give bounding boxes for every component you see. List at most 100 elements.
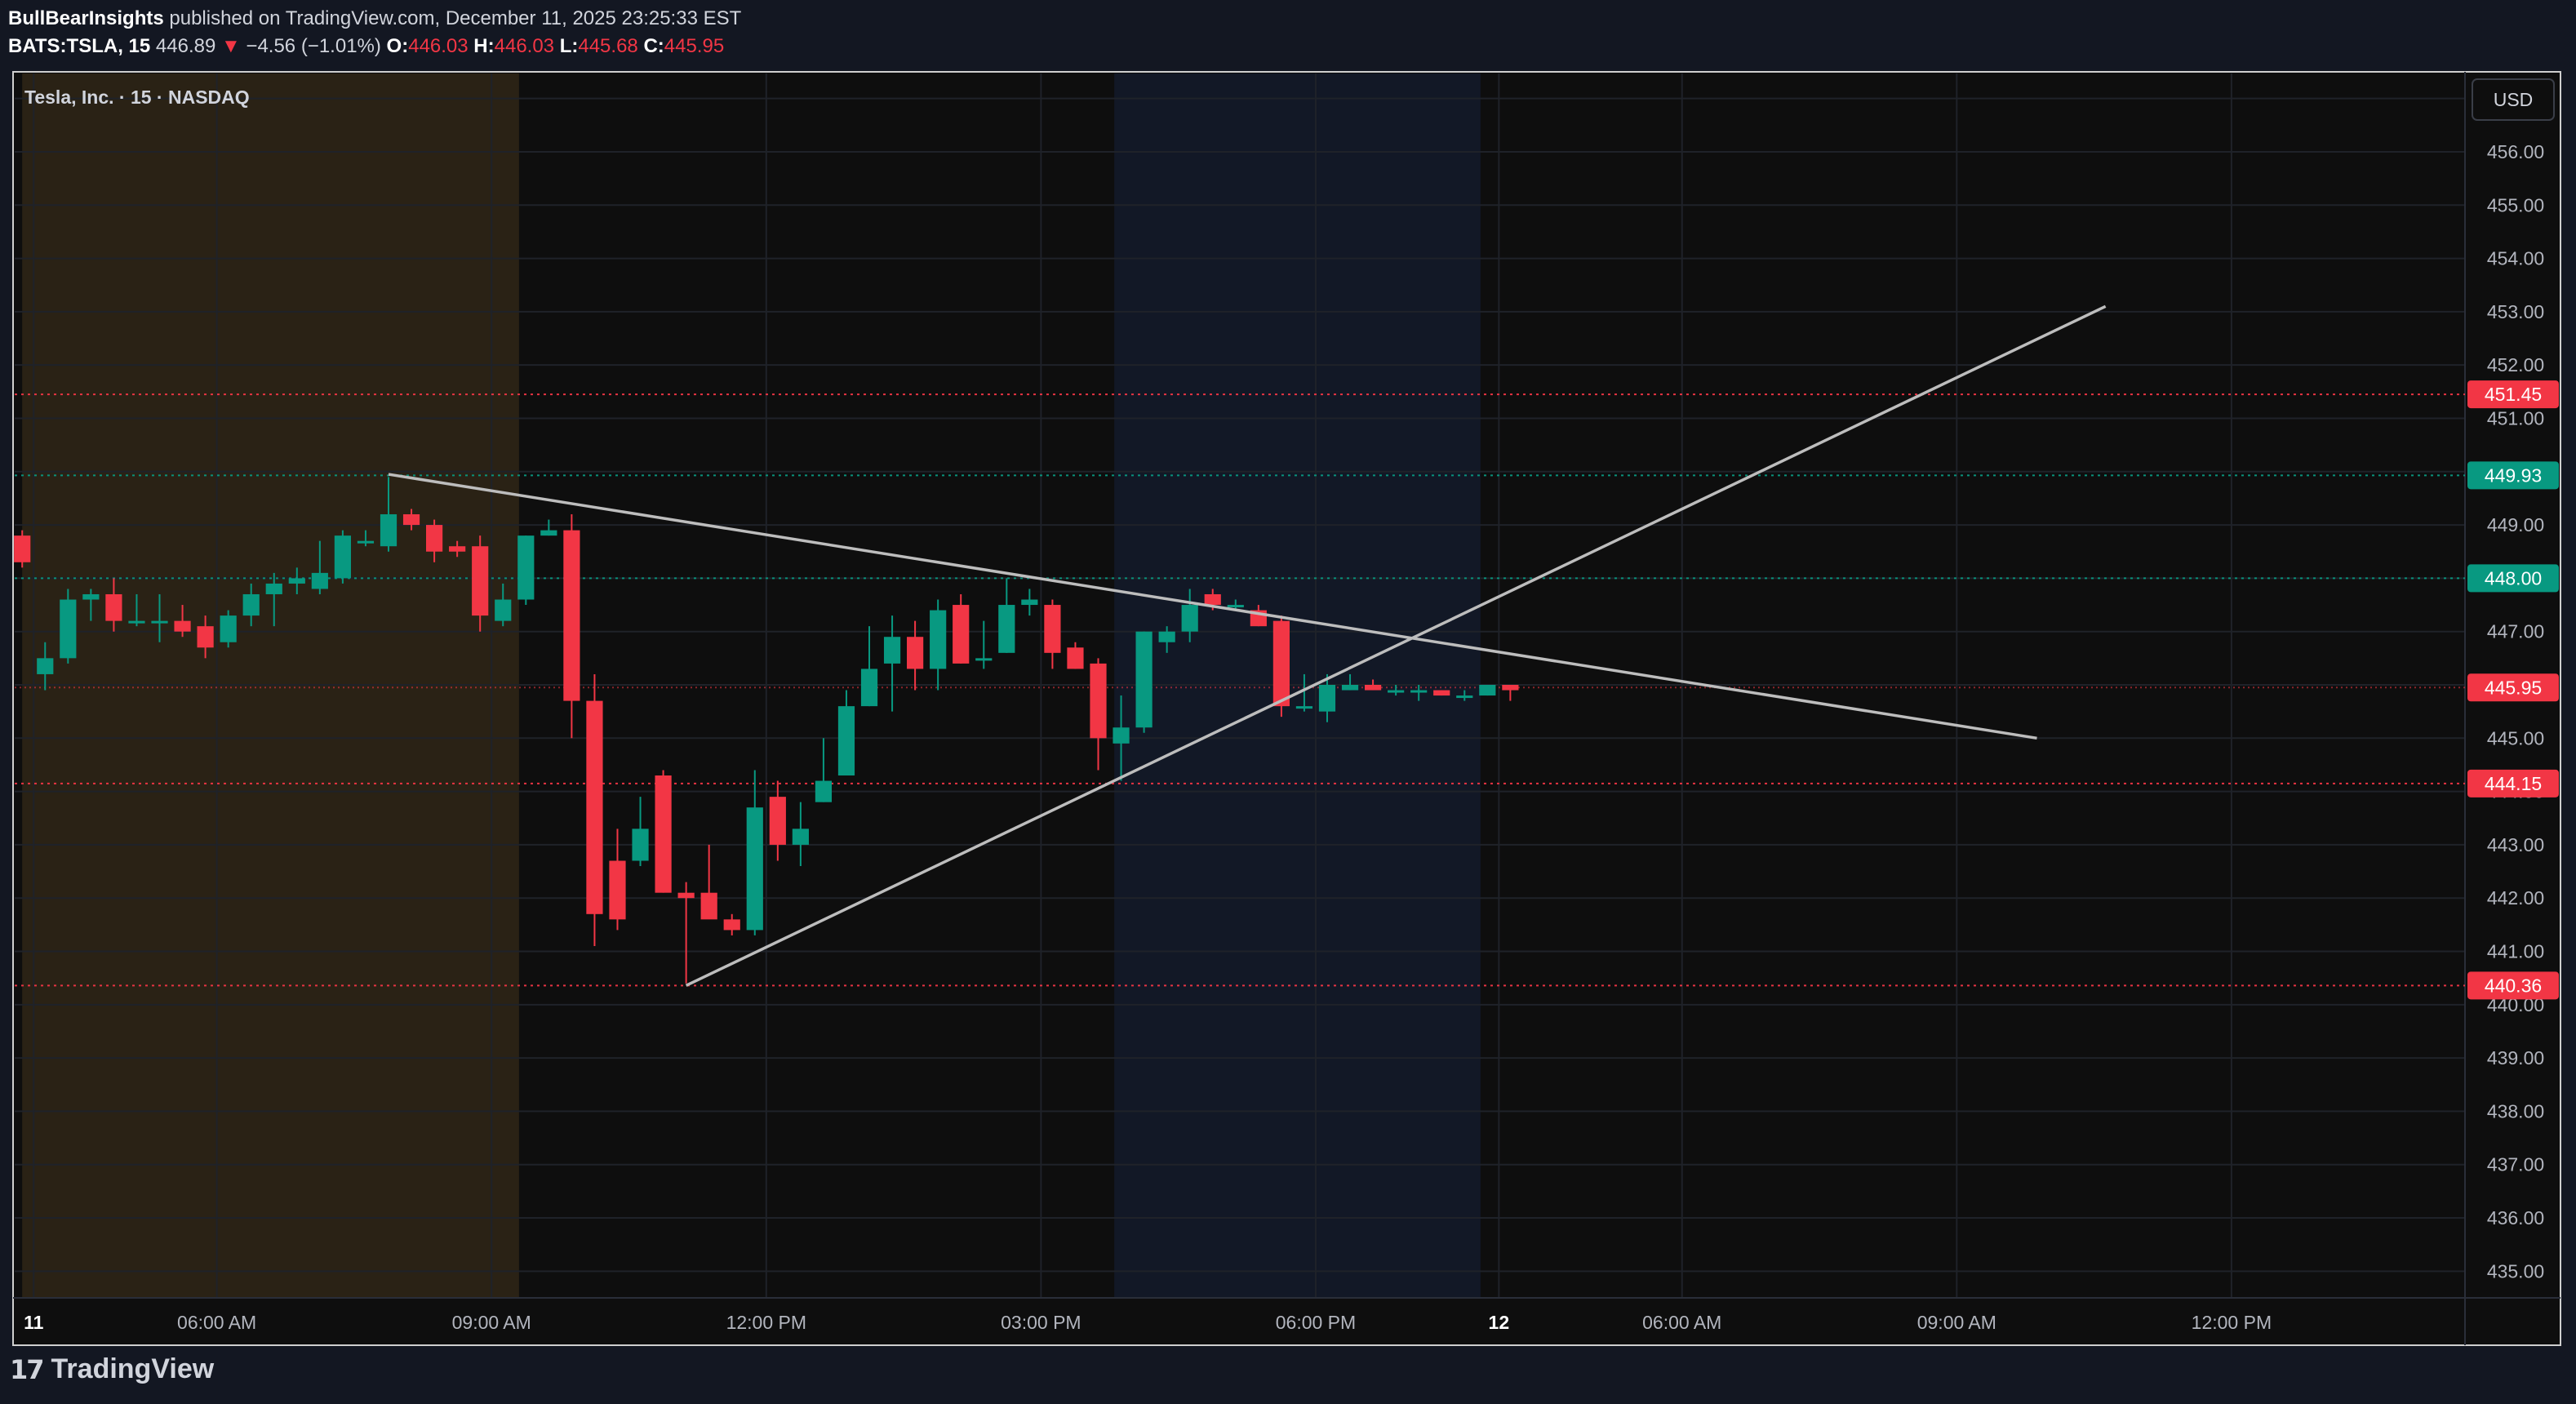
candle-up — [1388, 685, 1405, 696]
candle-down — [425, 519, 443, 562]
publish-info: published on TradingView.com, December 1… — [169, 7, 742, 29]
time-tick-label: 09:00 AM — [452, 1312, 531, 1333]
candle-up — [930, 599, 947, 691]
high-value: 446.03 — [494, 35, 555, 57]
candle-body — [975, 658, 993, 661]
candle-body — [1364, 685, 1382, 691]
candle-down — [907, 620, 924, 691]
candle-up — [311, 540, 328, 594]
candle-body — [60, 599, 77, 659]
candle-body — [1158, 631, 1175, 642]
candle-body — [632, 829, 649, 861]
candle-down — [197, 615, 214, 659]
price-axis[interactable]: 435.00436.00437.00438.00439.00440.00441.… — [2467, 88, 2559, 1282]
candle-body — [265, 583, 282, 594]
candle-body — [907, 637, 924, 669]
candle-body — [1090, 663, 1107, 739]
publish-line: BullBearInsights published on TradingVie… — [8, 5, 741, 33]
candle-body — [1227, 605, 1244, 608]
price-tick-label: 454.00 — [2487, 248, 2544, 269]
candle-down — [700, 844, 717, 920]
candle-body — [37, 658, 54, 674]
high-label: H: — [473, 35, 495, 57]
candle-up — [128, 593, 145, 627]
price-line-label: 451.45 — [2467, 380, 2559, 409]
candle-body — [837, 706, 855, 776]
candle-body — [1181, 605, 1198, 632]
author-name[interactable]: BullBearInsights — [8, 7, 164, 29]
tradingview-logo[interactable]: 𝟭𝟳 TradingView — [10, 1353, 214, 1385]
price-line-label: 448.00 — [2467, 564, 2559, 593]
candle-up — [334, 530, 351, 584]
candle-body — [1272, 620, 1290, 707]
candle-up — [837, 690, 855, 776]
candle-body — [151, 620, 168, 624]
candle-body — [700, 892, 717, 920]
open-value: 446.03 — [408, 35, 469, 57]
candle-body — [609, 860, 626, 920]
candle-body — [883, 637, 901, 664]
trendlines[interactable] — [388, 304, 2107, 987]
candle-up — [540, 519, 557, 536]
candle-up — [632, 797, 649, 867]
candle-down — [1090, 658, 1107, 771]
candle-up — [495, 583, 512, 627]
candle-body — [1410, 690, 1428, 693]
candle-down — [402, 509, 420, 531]
currency-label[interactable]: USD — [2494, 89, 2534, 110]
price-tick-label: 441.00 — [2487, 941, 2544, 962]
price-tick-label: 435.00 — [2487, 1260, 2544, 1282]
candle-down — [1433, 690, 1450, 696]
price-tick-label: 436.00 — [2487, 1207, 2544, 1228]
price-label-bg — [2467, 461, 2559, 490]
candle-up — [815, 738, 833, 802]
candle-body — [930, 610, 947, 669]
price-label-text: 445.95 — [2485, 677, 2542, 698]
candle-body — [288, 578, 305, 584]
candle-down — [655, 770, 672, 893]
time-tick-label: 06:00 AM — [177, 1312, 256, 1333]
candle-up — [242, 583, 260, 627]
candle-down — [609, 829, 626, 931]
candle-body — [14, 535, 31, 562]
candle-up — [82, 589, 100, 621]
candle-body — [311, 572, 328, 589]
time-tick-label: 06:00 PM — [1276, 1312, 1356, 1333]
candle-body — [82, 593, 100, 600]
time-tick-label: 12:00 PM — [726, 1312, 806, 1333]
open-label: O: — [386, 35, 409, 57]
candle-body — [357, 540, 375, 544]
candle-up — [998, 578, 1015, 653]
price-line-label: 449.93 — [2467, 461, 2559, 490]
candle-body — [860, 669, 878, 707]
trendline[interactable] — [388, 473, 2037, 740]
candle-up — [288, 567, 305, 594]
price-label-text: 449.93 — [2485, 464, 2542, 486]
price-tick-label: 437.00 — [2487, 1154, 2544, 1175]
close-value: 445.95 — [664, 35, 725, 57]
price-label-bg — [2467, 564, 2559, 593]
change-down-icon: ▼ — [220, 35, 241, 57]
trendline[interactable] — [685, 304, 2107, 987]
price-tick-label: 439.00 — [2487, 1047, 2544, 1069]
candle-up — [1181, 589, 1198, 642]
candle-down — [953, 593, 970, 664]
chart-legend-title: Tesla, Inc. · 15 · NASDAQ — [24, 87, 250, 108]
candle-up — [220, 610, 237, 648]
candle-body — [220, 615, 237, 642]
candle-body — [1433, 690, 1450, 696]
price-tick-label: 438.00 — [2487, 1100, 2544, 1122]
candle-up — [792, 802, 809, 867]
price-lines — [15, 393, 2465, 987]
candle-up — [746, 770, 763, 935]
price-label-text: 448.00 — [2485, 567, 2542, 589]
price-tick-label: 447.00 — [2487, 621, 2544, 642]
candle-up — [975, 620, 993, 669]
candle-up — [1158, 626, 1175, 653]
candle-body — [128, 620, 145, 624]
time-tick-label: 03:00 PM — [1001, 1312, 1081, 1333]
currency-button[interactable]: USD — [2472, 78, 2555, 121]
time-axis[interactable]: 11 06:00 AM 09:00 AM 12:00 PM 03:00 PM 06:00 … — [24, 1312, 2272, 1333]
time-tick-label: 12 — [1489, 1312, 1510, 1333]
